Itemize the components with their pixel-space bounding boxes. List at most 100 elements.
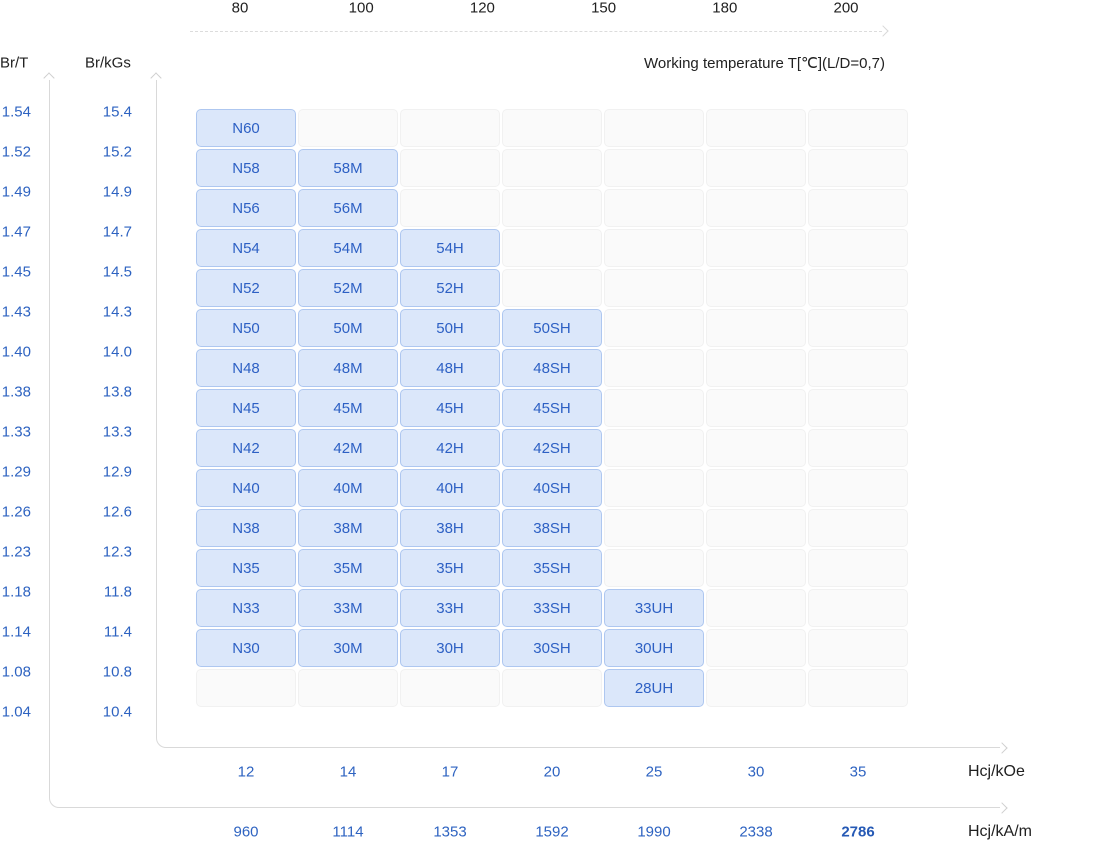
grade-cell: 52H bbox=[400, 269, 500, 307]
grade-cell: 42SH bbox=[502, 429, 602, 467]
hcj-kam-tick: 1592 bbox=[535, 823, 569, 841]
empty-cell bbox=[604, 109, 704, 147]
grade-cell: 35H bbox=[400, 549, 500, 587]
hcj-koe-tick: 20 bbox=[543, 763, 561, 781]
top-axis-dashed-line bbox=[190, 31, 882, 32]
grade-cell: 48H bbox=[400, 349, 500, 387]
hcj-koe-tick: 30 bbox=[747, 763, 765, 781]
empty-cell bbox=[604, 229, 704, 267]
grade-cell: 40H bbox=[400, 469, 500, 507]
grade-cell: 45H bbox=[400, 389, 500, 427]
grade-cell: 56M bbox=[298, 189, 398, 227]
empty-cell bbox=[706, 269, 806, 307]
hcj-kam-tick: 2338 bbox=[739, 823, 773, 841]
br-t-tick: 1.45 bbox=[1, 263, 31, 280]
hcj-koe-tick: 25 bbox=[645, 763, 663, 781]
br-t-tick: 1.43 bbox=[1, 303, 31, 320]
empty-cell bbox=[298, 669, 398, 707]
empty-cell bbox=[196, 669, 296, 707]
top-axis-tick: 200 bbox=[833, 0, 859, 17]
empty-cell bbox=[706, 549, 806, 587]
br-t-tick: 1.08 bbox=[1, 663, 31, 680]
empty-cell bbox=[502, 269, 602, 307]
grade-cell: 48M bbox=[298, 349, 398, 387]
empty-cell bbox=[502, 669, 602, 707]
grade-cell: 33SH bbox=[502, 589, 602, 627]
hcj-kam-tick: 1353 bbox=[433, 823, 467, 841]
br-kgs-tick: 13.8 bbox=[102, 383, 132, 400]
empty-cell bbox=[808, 629, 908, 667]
br-kgs-tick: 10.4 bbox=[102, 703, 132, 720]
br-kgs-tick: 15.4 bbox=[102, 103, 132, 120]
grade-cell: N54 bbox=[196, 229, 296, 267]
grade-cell: 38M bbox=[298, 509, 398, 547]
empty-cell bbox=[706, 509, 806, 547]
grade-grid: N60 N58 58M N56 56M N54 54M 54H N52 52M 52H N50 50M 5… bbox=[196, 109, 908, 707]
top-axis-title: Working temperature T[℃](L/D=0,7) bbox=[644, 55, 885, 72]
br-kgs-tick: 14.0 bbox=[102, 343, 132, 360]
empty-cell bbox=[808, 349, 908, 387]
empty-cell bbox=[502, 229, 602, 267]
br-t-tick: 1.38 bbox=[1, 383, 31, 400]
br-kgs-tick: 11.4 bbox=[103, 623, 132, 640]
empty-cell bbox=[400, 149, 500, 187]
grade-cell: N40 bbox=[196, 469, 296, 507]
br-t-tick: 1.49 bbox=[1, 183, 31, 200]
br-t-tick: 1.54 bbox=[1, 103, 31, 120]
empty-cell bbox=[706, 629, 806, 667]
empty-cell bbox=[808, 589, 908, 627]
br-t-tick: 1.29 bbox=[1, 463, 31, 480]
empty-cell bbox=[808, 189, 908, 227]
grade-cell: 42M bbox=[298, 429, 398, 467]
empty-cell bbox=[808, 469, 908, 507]
br-kgs-tick: 10.8 bbox=[102, 663, 132, 680]
grade-cell: 30M bbox=[298, 629, 398, 667]
grade-cell: 54M bbox=[298, 229, 398, 267]
grade-cell: 50H bbox=[400, 309, 500, 347]
grade-cell: 35SH bbox=[502, 549, 602, 587]
br-kgs-tick: 14.5 bbox=[102, 263, 132, 280]
empty-cell bbox=[808, 389, 908, 427]
grade-cell: N48 bbox=[196, 349, 296, 387]
br-kgs-hcj-koe-axis-line bbox=[156, 80, 1000, 748]
grade-cell: N30 bbox=[196, 629, 296, 667]
grade-cell: N42 bbox=[196, 429, 296, 467]
br-kgs-tick: 14.7 bbox=[102, 223, 132, 240]
top-axis-tick: 100 bbox=[348, 0, 374, 17]
hcj-koe-tick: 35 bbox=[849, 763, 867, 781]
br-kgs-tick: 12.9 bbox=[102, 463, 132, 480]
empty-cell bbox=[808, 309, 908, 347]
grade-cell: 40M bbox=[298, 469, 398, 507]
empty-cell bbox=[706, 189, 806, 227]
grade-cell: 33H bbox=[400, 589, 500, 627]
br-t-axis-label: Br/T bbox=[0, 54, 29, 72]
empty-cell bbox=[706, 469, 806, 507]
hcj-koe-tick: 12 bbox=[237, 763, 255, 781]
br-t-tick: 1.23 bbox=[1, 543, 31, 560]
br-t-tick: 1.14 bbox=[1, 623, 31, 640]
br-t-tick: 1.52 bbox=[1, 143, 31, 160]
empty-cell bbox=[808, 669, 908, 707]
empty-cell bbox=[604, 429, 704, 467]
hcj-koe-unit-label: Hcj/kOe bbox=[968, 763, 1025, 780]
grade-cell: 45M bbox=[298, 389, 398, 427]
empty-cell bbox=[706, 229, 806, 267]
empty-cell bbox=[604, 549, 704, 587]
empty-cell bbox=[706, 589, 806, 627]
br-kgs-tick: 11.8 bbox=[103, 583, 132, 600]
top-axis-tick: 80 bbox=[231, 0, 249, 17]
grade-cell: N33 bbox=[196, 589, 296, 627]
grade-cell: N52 bbox=[196, 269, 296, 307]
top-axis-tick: 180 bbox=[712, 0, 738, 17]
grade-cell: 52M bbox=[298, 269, 398, 307]
empty-cell bbox=[298, 109, 398, 147]
br-t-hcj-kam-axis-line bbox=[49, 80, 1000, 808]
grade-cell: 50SH bbox=[502, 309, 602, 347]
grade-cell: 30SH bbox=[502, 629, 602, 667]
br-t-tick: 1.04 bbox=[1, 703, 31, 720]
grade-cell: 42H bbox=[400, 429, 500, 467]
br-t-tick: 1.47 bbox=[1, 223, 31, 240]
empty-cell bbox=[400, 109, 500, 147]
top-axis-tick: 150 bbox=[591, 0, 617, 17]
